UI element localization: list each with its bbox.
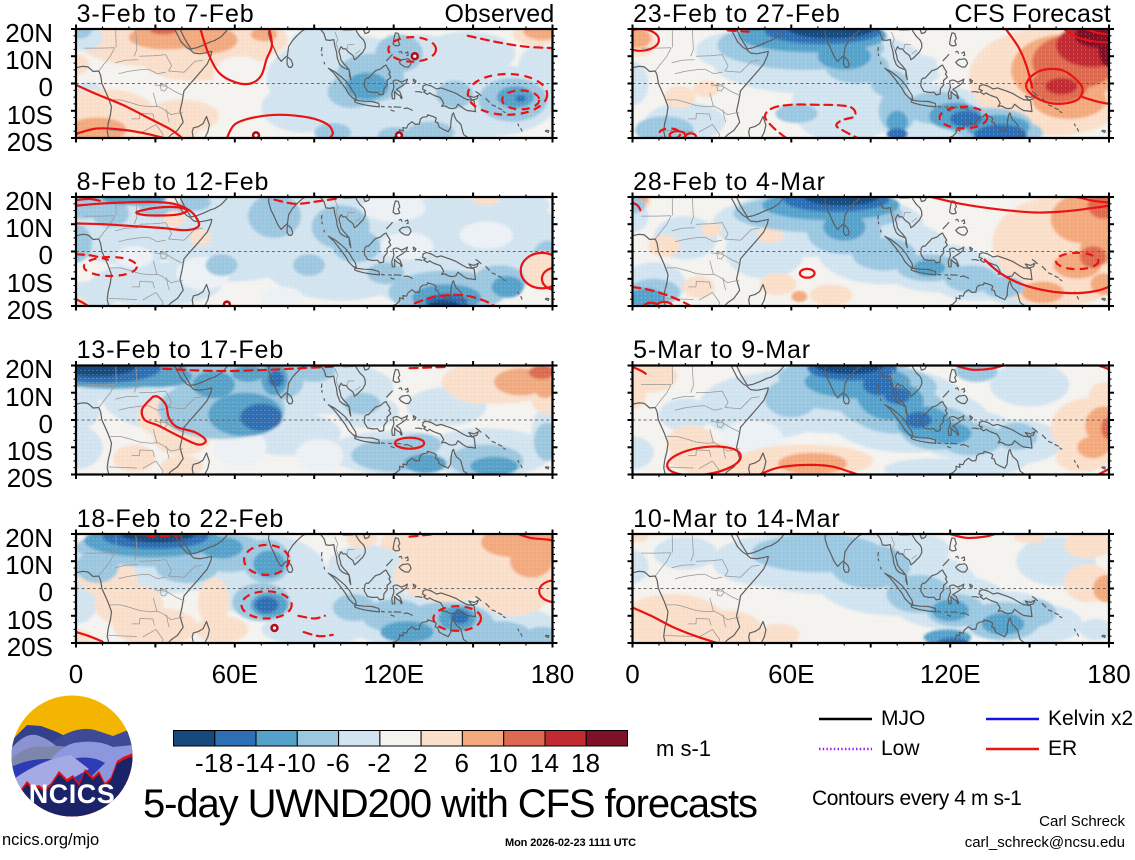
svg-text:NCICS: NCICS <box>29 779 116 809</box>
